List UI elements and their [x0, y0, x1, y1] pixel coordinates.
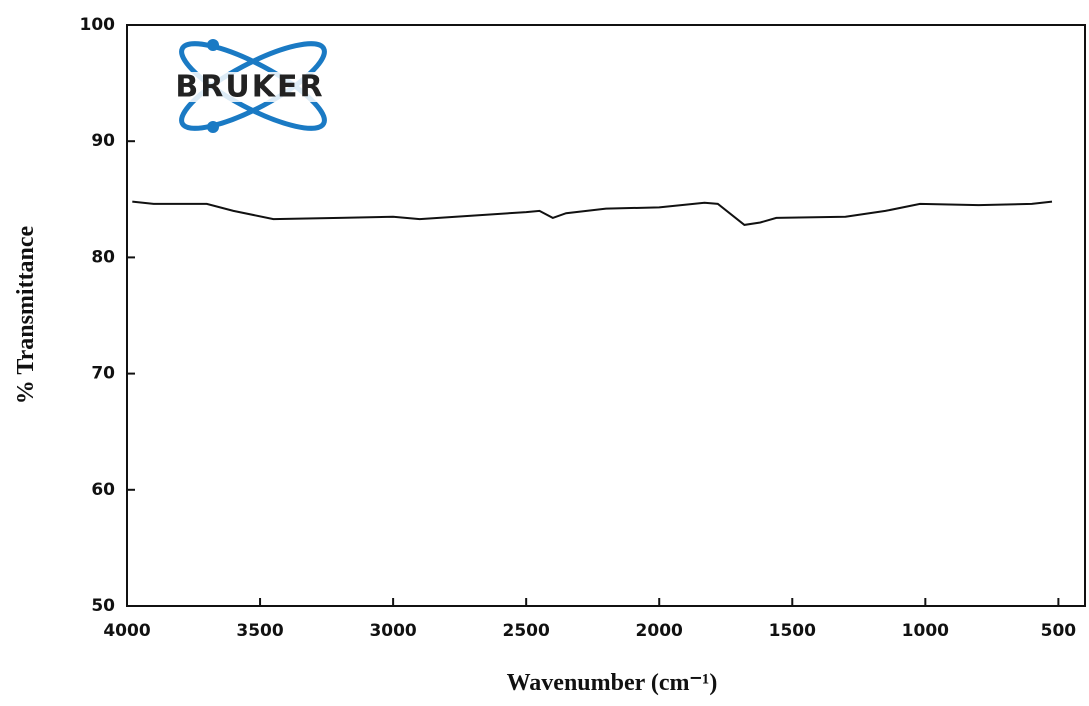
y-tick-label: 60 [91, 480, 115, 500]
logo-orbit [179, 41, 327, 131]
y-tick-label: 90 [91, 131, 115, 151]
x-tick-label: 3500 [236, 621, 283, 641]
plot-frame [126, 24, 1086, 607]
x-axis-label: Wavenumber (cm⁻¹) [507, 670, 718, 696]
y-tick-label: 50 [91, 596, 115, 616]
y-axis-label: % Transmittance [13, 225, 39, 404]
logo: BRUKER [134, 39, 366, 133]
x-tick-label: 4000 [103, 621, 150, 641]
logo-backdrop [134, 72, 366, 102]
y-tick-label: 80 [91, 247, 115, 267]
y-tick-label: 100 [80, 15, 116, 35]
logo-dot [207, 121, 219, 133]
logo-orbit [179, 41, 327, 131]
x-tick-label: 500 [1041, 621, 1077, 641]
x-tick-label: 2500 [503, 621, 550, 641]
logo-text: BRUKER [175, 70, 324, 105]
spectrum-line [132, 200, 1053, 226]
x-tick-label: 1000 [902, 621, 949, 641]
x-tick-label: 2000 [636, 621, 683, 641]
x-tick-label: 3000 [369, 621, 416, 641]
y-tick-label: 70 [91, 364, 115, 384]
logo-dot [207, 39, 219, 51]
x-tick-label: 1500 [769, 621, 816, 641]
